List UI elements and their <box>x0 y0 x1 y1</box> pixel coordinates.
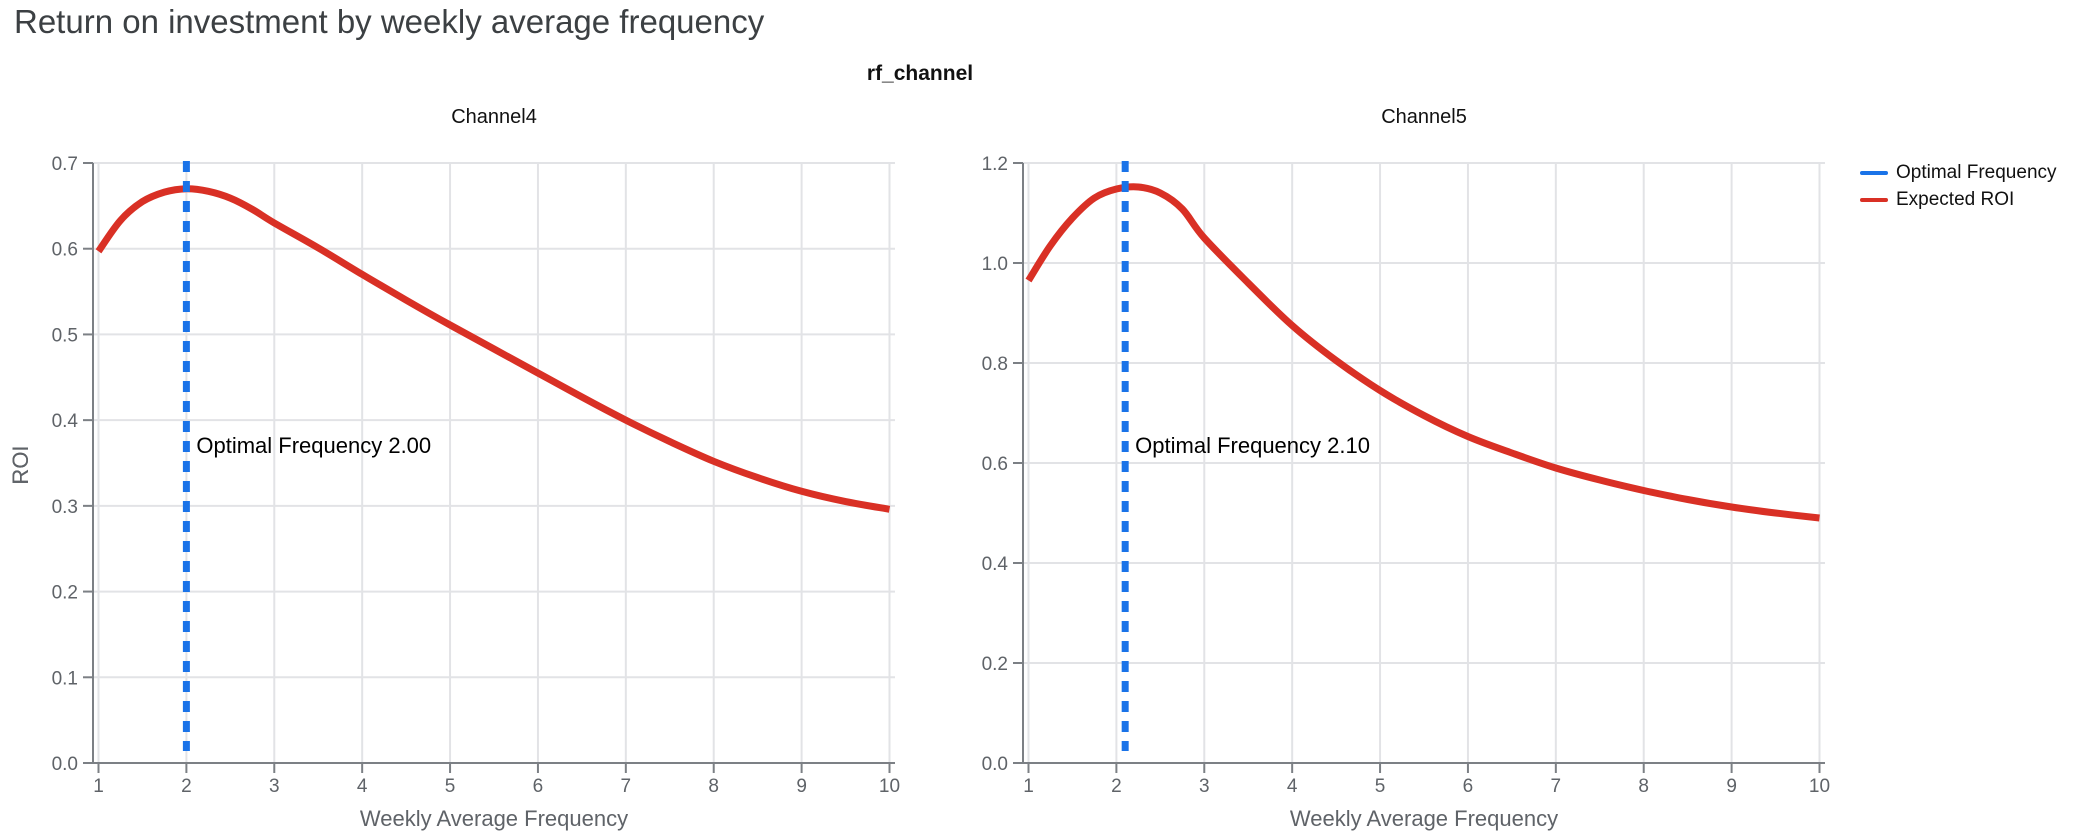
expected-roi-line <box>95 185 891 513</box>
subplot-title: Channel5 <box>1381 106 1467 128</box>
tick-labels: 0.0 0.1 0.2 0.3 0.4 0.5 0.6 0.7 1 2 3 4 5 6 7 8 9 10 <box>52 154 900 797</box>
x-tick-label: 6 <box>533 776 544 797</box>
x-axis-title: Weekly Average Frequency <box>1290 806 1558 831</box>
y-tick-label: 0.2 <box>982 654 1008 675</box>
x-tick-label: 5 <box>1375 776 1386 797</box>
legend-label: Expected ROI <box>1896 188 2015 210</box>
subplot-channel4: 0.0 0.1 0.2 0.3 0.4 0.5 0.6 0.7 1 2 3 4 5 6 7 8 9 10 Weekl… <box>8 106 900 831</box>
x-tick-label: 2 <box>1111 776 1122 797</box>
x-axis-title: Weekly Average Frequency <box>360 806 628 831</box>
gridlines <box>93 162 895 763</box>
x-tick-label: 4 <box>357 776 368 797</box>
x-tick-label: 9 <box>1726 776 1737 797</box>
x-tick-label: 3 <box>1199 776 1210 797</box>
y-tick-label: 0.6 <box>982 454 1008 475</box>
y-tick-label: 1.2 <box>982 154 1008 175</box>
subplot-channel5: 0.0 0.2 0.4 0.6 0.8 1.0 1.2 1 2 3 4 5 6 7 8 9 10 Weekly A… <box>8 106 1830 831</box>
y-tick-label: 0.8 <box>982 354 1008 375</box>
x-tick-label: 6 <box>1463 776 1474 797</box>
x-tick-label: 10 <box>879 776 900 797</box>
x-tick-label: 5 <box>445 776 456 797</box>
y-tick-label: 1.0 <box>982 254 1008 275</box>
legend-item-optimal-frequency[interactable]: Optimal Frequency <box>1860 159 2057 186</box>
x-tick-label: 2 <box>181 776 192 797</box>
legend-label: Optimal Frequency <box>1896 161 2057 183</box>
legend: Optimal Frequency Expected ROI <box>1860 159 2057 213</box>
x-tick-label: 1 <box>93 776 104 797</box>
x-tick-label: 4 <box>1287 776 1298 797</box>
y-tick-label: 0.4 <box>982 554 1009 575</box>
gridlines <box>1023 162 1825 763</box>
tick-labels: 0.0 0.2 0.4 0.6 0.8 1.0 1.2 1 2 3 4 5 6 7 8 9 10 <box>982 154 1830 797</box>
axes <box>1013 162 1825 773</box>
optimal-frequency-line-swatch <box>1860 170 1888 175</box>
y-tick-label: 0.0 <box>52 754 78 775</box>
expected-roi-line <box>1025 183 1820 522</box>
x-tick-label: 8 <box>1638 776 1649 797</box>
optimal-frequency-annotation: Optimal Frequency 2.10 <box>1135 433 1370 458</box>
y-tick-label: 0.2 <box>52 583 78 604</box>
figure-title: rf_channel <box>866 62 974 85</box>
page-title: Return on investment by weekly average f… <box>14 3 765 40</box>
y-tick-label: 0.3 <box>52 497 78 518</box>
y-tick-label: 0.1 <box>52 668 78 689</box>
optimal-frequency-annotation: Optimal Frequency 2.00 <box>196 433 431 458</box>
x-tick-label: 3 <box>269 776 280 797</box>
x-tick-label: 7 <box>621 776 632 797</box>
x-tick-label: 7 <box>1551 776 1562 797</box>
y-tick-label: 0.0 <box>982 754 1008 775</box>
axes <box>83 162 895 773</box>
y-tick-label: 0.7 <box>52 154 78 175</box>
x-tick-label: 1 <box>1023 776 1034 797</box>
y-tick-label: 0.4 <box>52 411 79 432</box>
y-axis-title: ROI <box>8 445 33 484</box>
x-tick-label: 10 <box>1809 776 1830 797</box>
y-tick-label: 0.6 <box>52 240 78 261</box>
y-axis-title: ROI <box>8 445 33 484</box>
legend-item-expected-roi[interactable]: Expected ROI <box>1860 186 2057 213</box>
x-tick-label: 9 <box>796 776 807 797</box>
expected-roi-line-swatch <box>1860 197 1888 202</box>
y-tick-label: 0.5 <box>52 325 78 346</box>
x-tick-label: 8 <box>708 776 719 797</box>
subplot-title: Channel4 <box>451 106 537 128</box>
